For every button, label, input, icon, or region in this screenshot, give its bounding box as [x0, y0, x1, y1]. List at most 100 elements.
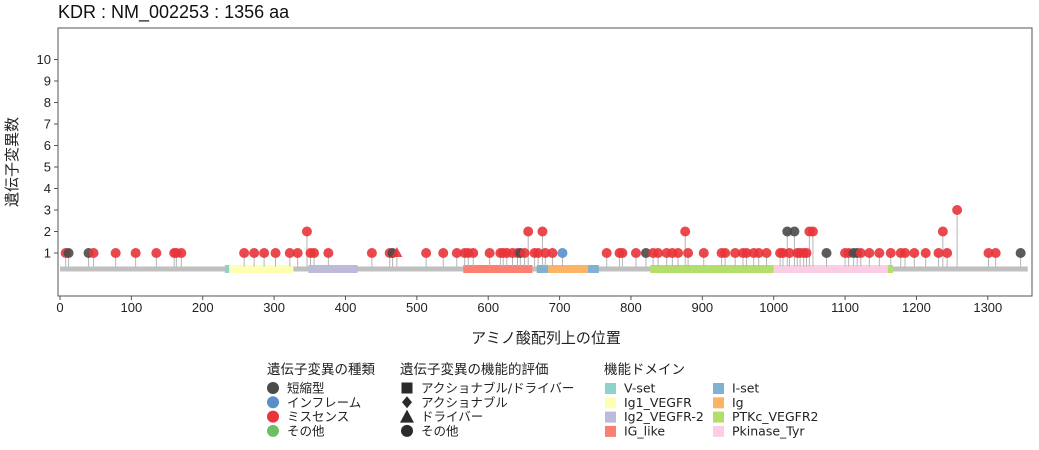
domain-ptkc-vegfr2[interactable] — [887, 265, 893, 273]
mutation-marker[interactable] — [1015, 248, 1026, 258]
square-icon — [401, 382, 413, 394]
mutation-marker[interactable] — [990, 248, 1001, 258]
mutation-marker[interactable] — [673, 248, 684, 258]
y-axis: 1 2 3 4 5 6 7 8 9 10 — [37, 52, 58, 261]
legend-domain-swatch — [713, 397, 724, 409]
mutation-marker[interactable] — [680, 226, 691, 237]
domain-ig[interactable] — [548, 265, 589, 273]
y-tick-label: 7 — [44, 117, 51, 132]
domain-ig-like[interactable] — [463, 265, 533, 273]
mutation-marker[interactable] — [937, 226, 948, 237]
domain-i-set[interactable] — [536, 265, 549, 273]
mutation-marker[interactable] — [151, 248, 162, 258]
mutation-marker[interactable] — [523, 226, 534, 237]
mutation-marker[interactable] — [301, 226, 312, 237]
mutation-marker[interactable] — [284, 248, 295, 258]
mutation-marker[interactable] — [270, 248, 281, 258]
mutation-marker[interactable] — [366, 248, 377, 258]
mutation-marker[interactable] — [110, 248, 121, 258]
mutation-marker[interactable] — [519, 248, 530, 258]
mutation-marker[interactable] — [761, 248, 772, 258]
mutation-marker[interactable] — [421, 248, 432, 258]
mutation-marker[interactable] — [630, 248, 641, 258]
legend-type-label: ミスセンス — [287, 409, 349, 424]
mutation-marker[interactable] — [391, 247, 403, 257]
mutation-marker[interactable] — [782, 226, 793, 237]
legend-domain-label: I-set — [732, 381, 759, 396]
legend-domain-swatch — [605, 383, 616, 394]
mutation-marker[interactable] — [720, 248, 731, 258]
x-tick-label: 1200 — [902, 300, 931, 315]
mutation-marker[interactable] — [617, 248, 628, 258]
mutation-marker[interactable] — [920, 248, 931, 258]
mutation-marker[interactable] — [784, 248, 795, 258]
mutation-marker[interactable] — [601, 248, 612, 258]
x-tick-label: 900 — [691, 300, 713, 315]
marker-layer — [60, 205, 1026, 258]
mutation-marker[interactable] — [801, 248, 812, 258]
mutation-marker[interactable] — [640, 248, 651, 258]
mutation-marker[interactable] — [952, 205, 963, 215]
mutation-marker[interactable] — [730, 248, 741, 258]
mutation-marker[interactable] — [900, 248, 911, 258]
domain-ptkc-vegfr2[interactable] — [650, 265, 774, 273]
mutation-marker[interactable] — [323, 248, 334, 258]
mutation-marker[interactable] — [239, 248, 250, 258]
x-tick-label: 100 — [121, 300, 143, 315]
mutation-marker[interactable] — [176, 248, 187, 258]
mutation-marker[interactable] — [547, 248, 558, 258]
mutation-marker[interactable] — [451, 248, 462, 258]
domain-v-set[interactable] — [224, 265, 230, 273]
legend-type-swatch — [267, 424, 279, 437]
mutation-marker[interactable] — [259, 248, 270, 258]
mutation-marker[interactable] — [484, 248, 495, 258]
mutation-marker[interactable] — [653, 248, 664, 258]
mutation-marker[interactable] — [874, 248, 885, 258]
mutation-marker[interactable] — [698, 248, 709, 258]
mutation-marker[interactable] — [292, 248, 303, 258]
plot-frame — [57, 27, 1033, 297]
legend-type-label: 短縮型 — [287, 381, 325, 396]
x-tick-label: 400 — [335, 300, 357, 315]
mutation-marker[interactable] — [537, 226, 548, 237]
mutation-marker[interactable] — [864, 248, 875, 258]
legend-functional-domain: 機能ドメイン V-set I-set Ig1_VEGFR Ig Ig2_VEGFR-2 P… — [604, 362, 818, 438]
domain-i-set[interactable] — [588, 265, 599, 273]
mutation-marker[interactable] — [438, 248, 449, 258]
legend-type-label: その他 — [287, 423, 325, 438]
mutation-marker[interactable] — [557, 248, 568, 258]
mutation-marker[interactable] — [753, 248, 764, 258]
mutation-marker[interactable] — [741, 248, 752, 258]
mutation-marker[interactable] — [130, 248, 141, 258]
mutation-marker[interactable] — [855, 248, 866, 258]
domain-pkinase-tyr[interactable] — [773, 265, 888, 273]
mutation-marker[interactable] — [933, 248, 944, 258]
mutation-marker[interactable] — [309, 248, 320, 258]
x-tick-label: 200 — [192, 300, 214, 315]
mutation-marker[interactable] — [468, 248, 479, 258]
domain-ig2-vegfr-2[interactable] — [308, 265, 358, 273]
mutation-marker[interactable] — [807, 226, 818, 237]
legend-type-title: 遺伝子変異の種類 — [267, 361, 375, 378]
legend-domain-label: Ig2_VEGFR-2 — [624, 409, 704, 424]
legend-domain-items: V-set I-set Ig1_VEGFR Ig Ig2_VEGFR-2 PTKc_VEG… — [605, 381, 818, 438]
mutation-marker[interactable] — [533, 248, 544, 258]
mutation-marker[interactable] — [88, 248, 99, 258]
mutation-marker[interactable] — [885, 248, 896, 258]
mutation-marker[interactable] — [540, 248, 551, 258]
mutation-marker[interactable] — [821, 248, 832, 258]
legend-domain-swatch — [713, 383, 724, 394]
mutation-marker[interactable] — [63, 248, 74, 258]
legend-domain-label: IG_like — [624, 423, 665, 438]
mutation-marker[interactable] — [683, 248, 694, 258]
mutation-marker[interactable] — [942, 248, 953, 258]
legend-domain-label: PTKc_VEGFR2 — [732, 409, 818, 424]
legend-domain-swatch — [605, 411, 616, 423]
mutation-marker[interactable] — [983, 248, 994, 258]
mutation-marker[interactable] — [789, 226, 800, 237]
domain-ig1-vegfr[interactable] — [229, 265, 294, 273]
x-tick-label: 800 — [620, 300, 642, 315]
mutation-marker[interactable] — [249, 248, 260, 258]
mutation-marker[interactable] — [909, 248, 920, 258]
